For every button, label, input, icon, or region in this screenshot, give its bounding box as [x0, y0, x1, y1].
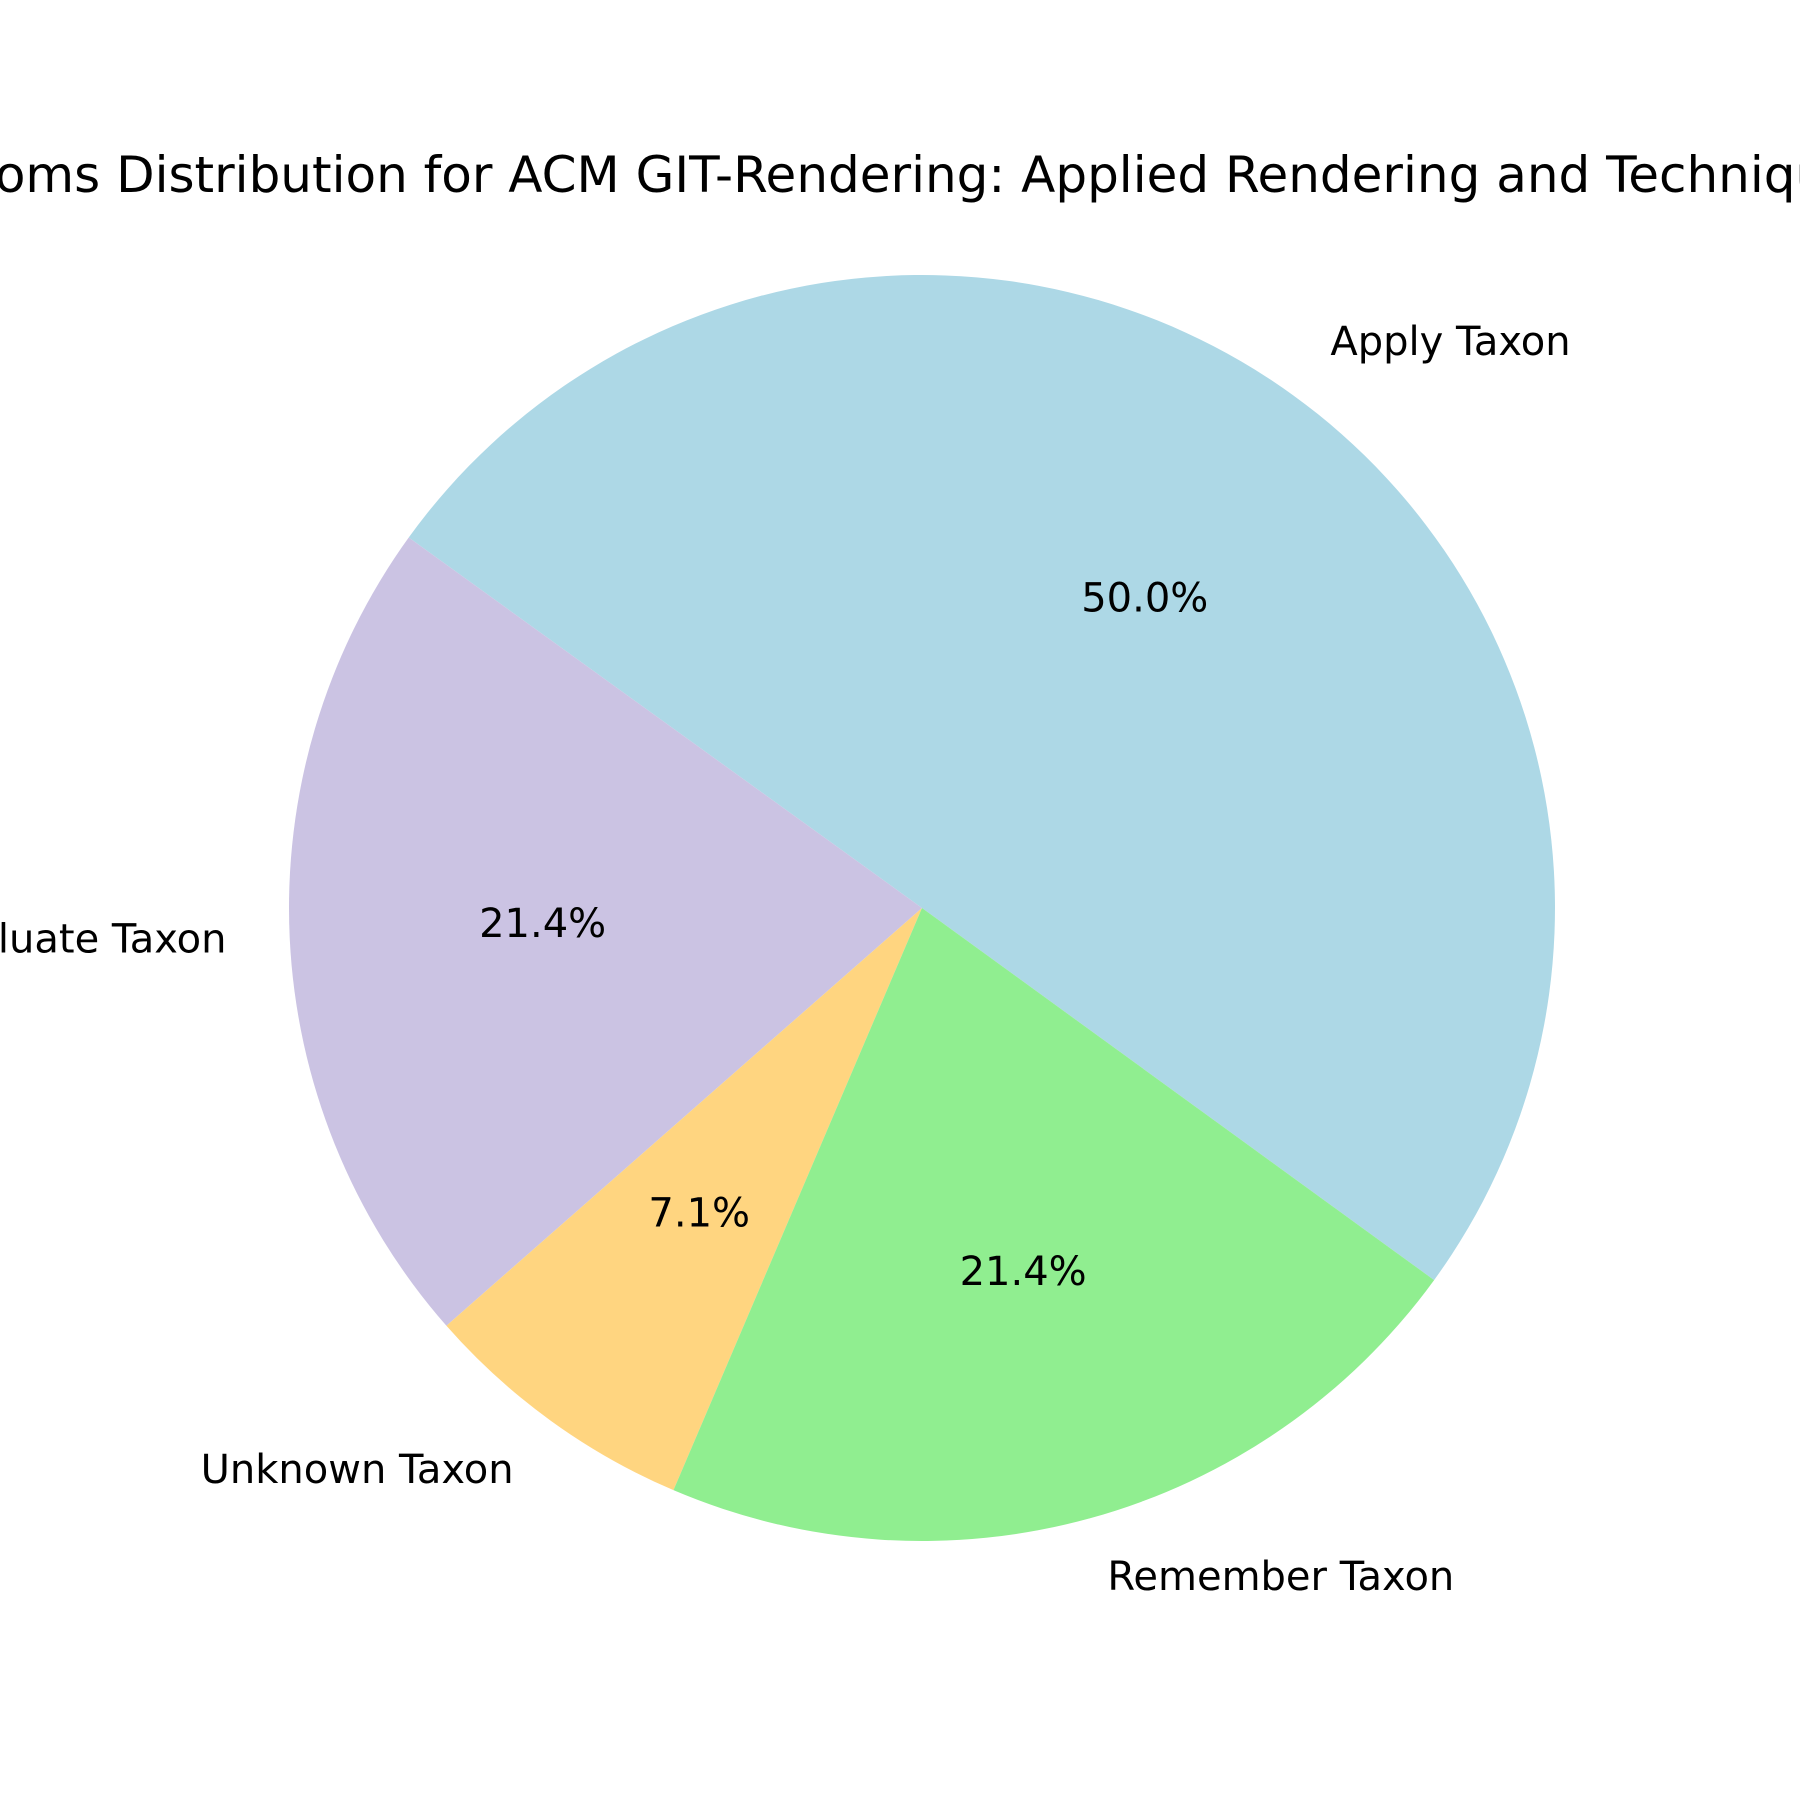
slice-label: Evaluate Taxon — [0, 916, 226, 962]
pie-slices — [288, 275, 1555, 1541]
pie-labels: Apply Taxon 50.0% Evaluate Taxon 21.4% Unkno… — [0, 319, 1571, 1600]
pie-slice-remember-taxon — [673, 908, 1435, 1541]
chart-title: Blooms Distribution for ACM GIT-Renderin… — [0, 146, 1800, 204]
pie-slice-evaluate-taxon — [288, 537, 922, 1326]
slice-percent-label: 50.0% — [1081, 575, 1208, 621]
pie-slice-unknown-taxon — [446, 908, 922, 1491]
slice-percent-label: 7.1% — [648, 1191, 750, 1237]
slice-label: Unknown Taxon — [201, 1447, 514, 1493]
slice-label: Remember Taxon — [1107, 1554, 1454, 1600]
slice-label: Apply Taxon — [1330, 319, 1570, 365]
pie-slice-apply-taxon — [408, 275, 1555, 1281]
slice-percent-label: 21.4% — [479, 901, 606, 947]
slice-percent-label: 21.4% — [960, 1249, 1087, 1295]
